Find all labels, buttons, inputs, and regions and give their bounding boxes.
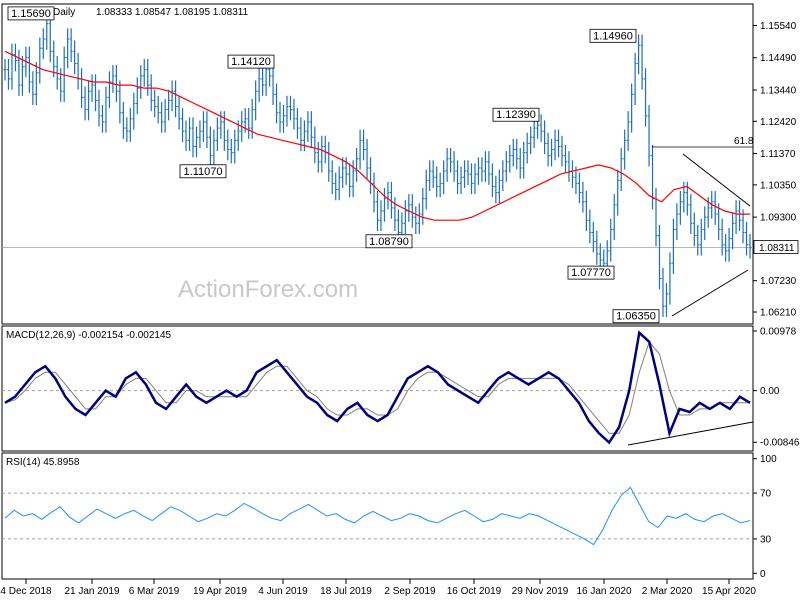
rsi-line [4, 486, 751, 546]
price-y-axis: 1.15540 1.14490 1.13440 1.12420 1.11370 1.103… [753, 21, 799, 319]
current-price-tag [753, 240, 799, 254]
x-tick-label: 4 Dec 2018 [0, 586, 52, 597]
x-tick-label: 4 Jun 2019 [258, 586, 308, 597]
annotation-label: 1.08790 [369, 236, 409, 248]
macd-series-signal [4, 340, 750, 434]
x-tick-label: 16 Oct 2019 [447, 586, 502, 597]
annotation-label: 1.14960 [593, 30, 633, 42]
macd-title: MACD(12,26,9) -0.002154 -0.002145 [6, 330, 172, 341]
x-tick-label: 16 Jan 2020 [576, 586, 631, 597]
rsi-grid [2, 492, 753, 540]
macd-y-tick-label: 0.00 [760, 386, 780, 397]
price-y-tick-label: 1.09300 [760, 213, 797, 224]
trendline-upper [682, 153, 751, 207]
x-tick-label: 6 Mar 2019 [129, 586, 180, 597]
macd-trendline [627, 421, 754, 446]
x-tick-label: 19 Apr 2019 [193, 586, 247, 597]
annotation-box [492, 107, 540, 122]
price-y-tick-label: 1.10350 [760, 180, 797, 191]
x-tick-label: 15 Apr 2020 [702, 586, 756, 597]
annotation-label: 1.11070 [184, 166, 223, 178]
annotation-box [179, 164, 227, 179]
rsi-panel [1, 452, 754, 580]
macd-series-macd [4, 330, 751, 445]
annotation-box [612, 309, 660, 324]
x-tick-label: 2 Mar 2020 [642, 586, 693, 597]
rsi-y-tick-label: 100 [760, 454, 777, 465]
macd-y-tick-label: 0.00978 [760, 327, 797, 338]
fib-label: 61.8 [734, 136, 754, 147]
annotation-box [227, 54, 275, 69]
price-panel [1, 3, 754, 325]
x-tick-label: 18 Jul 2019 [320, 586, 372, 597]
x-tick-label: 21 Jan 2019 [64, 586, 119, 597]
x-tick-label: 29 Nov 2019 [512, 586, 569, 597]
annotation-box [365, 234, 413, 249]
watermark: ActionForex.com [178, 276, 358, 303]
price-series [3, 12, 752, 317]
price-y-tick-label: 1.15540 [760, 21, 797, 32]
annotation-label: 1.07770 [571, 267, 611, 279]
current-price-label: 1.08311 [759, 243, 795, 254]
price-y-tick-label: 1.06210 [760, 308, 797, 319]
rsi-y-tick-label: 30 [760, 534, 772, 545]
macd-series [4, 330, 751, 445]
annotation-label: 1.14120 [231, 56, 271, 68]
x-tick-label: 2 Sep 2019 [384, 586, 436, 597]
rsi-y-axis: 100 70 30 0 [753, 454, 777, 580]
annotation-box [567, 265, 615, 280]
chart-ohlc: 1.08333 1.08547 1.08195 1.08311 [96, 7, 249, 18]
annotation-box [7, 6, 55, 21]
price-y-tick-label: 1.14490 [760, 53, 797, 64]
rsi-series [4, 486, 751, 546]
annotation-box [589, 28, 637, 43]
moving-average-line [4, 50, 750, 221]
rsi-y-tick-label: 70 [760, 489, 772, 500]
rsi-y-tick-label: 0 [760, 569, 766, 580]
trendline-lower [671, 269, 749, 317]
rsi-title: RSI(14) 45.8958 [6, 457, 80, 468]
annotation-label: 1.12390 [496, 109, 536, 121]
annotation-label: 1.06350 [616, 311, 656, 323]
macd-y-axis: 0.00978 0.00 -0.008464 [753, 327, 800, 449]
x-axis: 4 Dec 2018 21 Jan 2019 6 Mar 2019 19 Apr 20… [0, 579, 756, 597]
price-y-tick-label: 1.11370 [760, 149, 796, 160]
price-y-tick-label: 1.13440 [760, 85, 797, 96]
annotation-label: 1.15690 [11, 8, 51, 20]
price-y-tick-label: 1.07230 [760, 276, 797, 287]
macd-y-tick-label: -0.008464 [760, 438, 800, 449]
macd-panel [1, 325, 754, 452]
price-annotations: 1.15690 1.14120 1.11070 1.08790 1.12390 1.149… [7, 6, 660, 324]
price-y-tick-label: 1.12420 [760, 117, 797, 128]
